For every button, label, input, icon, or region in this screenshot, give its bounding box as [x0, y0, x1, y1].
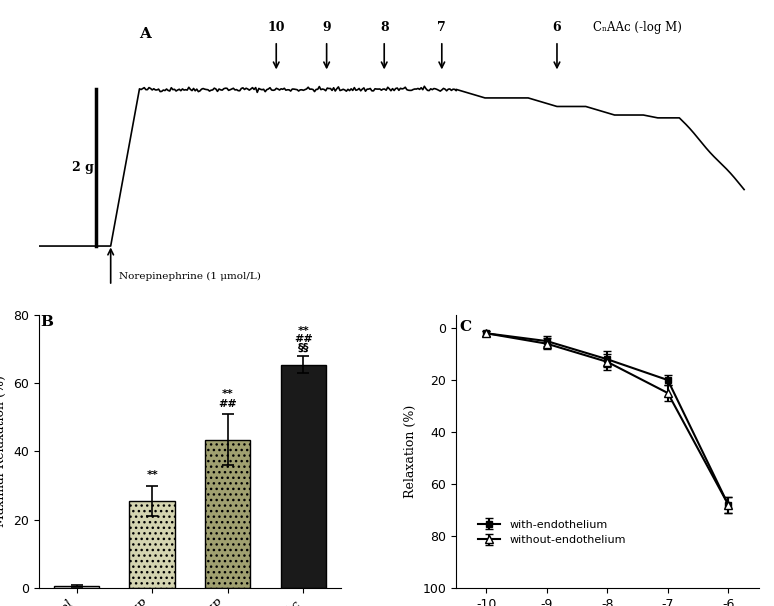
Text: **: **: [146, 470, 158, 481]
Text: ##: ##: [218, 399, 237, 409]
Y-axis label: Relaxation (%): Relaxation (%): [404, 405, 417, 498]
Bar: [54, 586, 99, 588]
Text: 8: 8: [380, 21, 389, 34]
Text: **: **: [297, 325, 310, 336]
Text: 2 g: 2 g: [73, 161, 94, 174]
Y-axis label: Maximal Relaxation (%): Maximal Relaxation (%): [0, 376, 8, 527]
Text: B: B: [40, 315, 53, 329]
Text: 9: 9: [322, 21, 331, 34]
Bar: [205, 439, 251, 588]
Text: 10: 10: [268, 21, 285, 34]
Text: **: **: [222, 388, 234, 399]
Text: ##: ##: [294, 334, 313, 344]
Bar: [281, 365, 326, 588]
Legend: with-endothelium, without-endothelium: with-endothelium, without-endothelium: [474, 515, 630, 550]
Text: C: C: [459, 321, 471, 335]
Bar: [129, 501, 175, 588]
Text: §§: §§: [297, 342, 309, 353]
Text: A: A: [139, 27, 152, 41]
Text: Norepinephrine (1 μmol/L): Norepinephrine (1 μmol/L): [119, 271, 261, 281]
Text: 7: 7: [437, 21, 446, 34]
Text: CₙAAᴄ (-log M): CₙAAᴄ (-log M): [593, 21, 682, 34]
Text: 6: 6: [553, 21, 561, 34]
